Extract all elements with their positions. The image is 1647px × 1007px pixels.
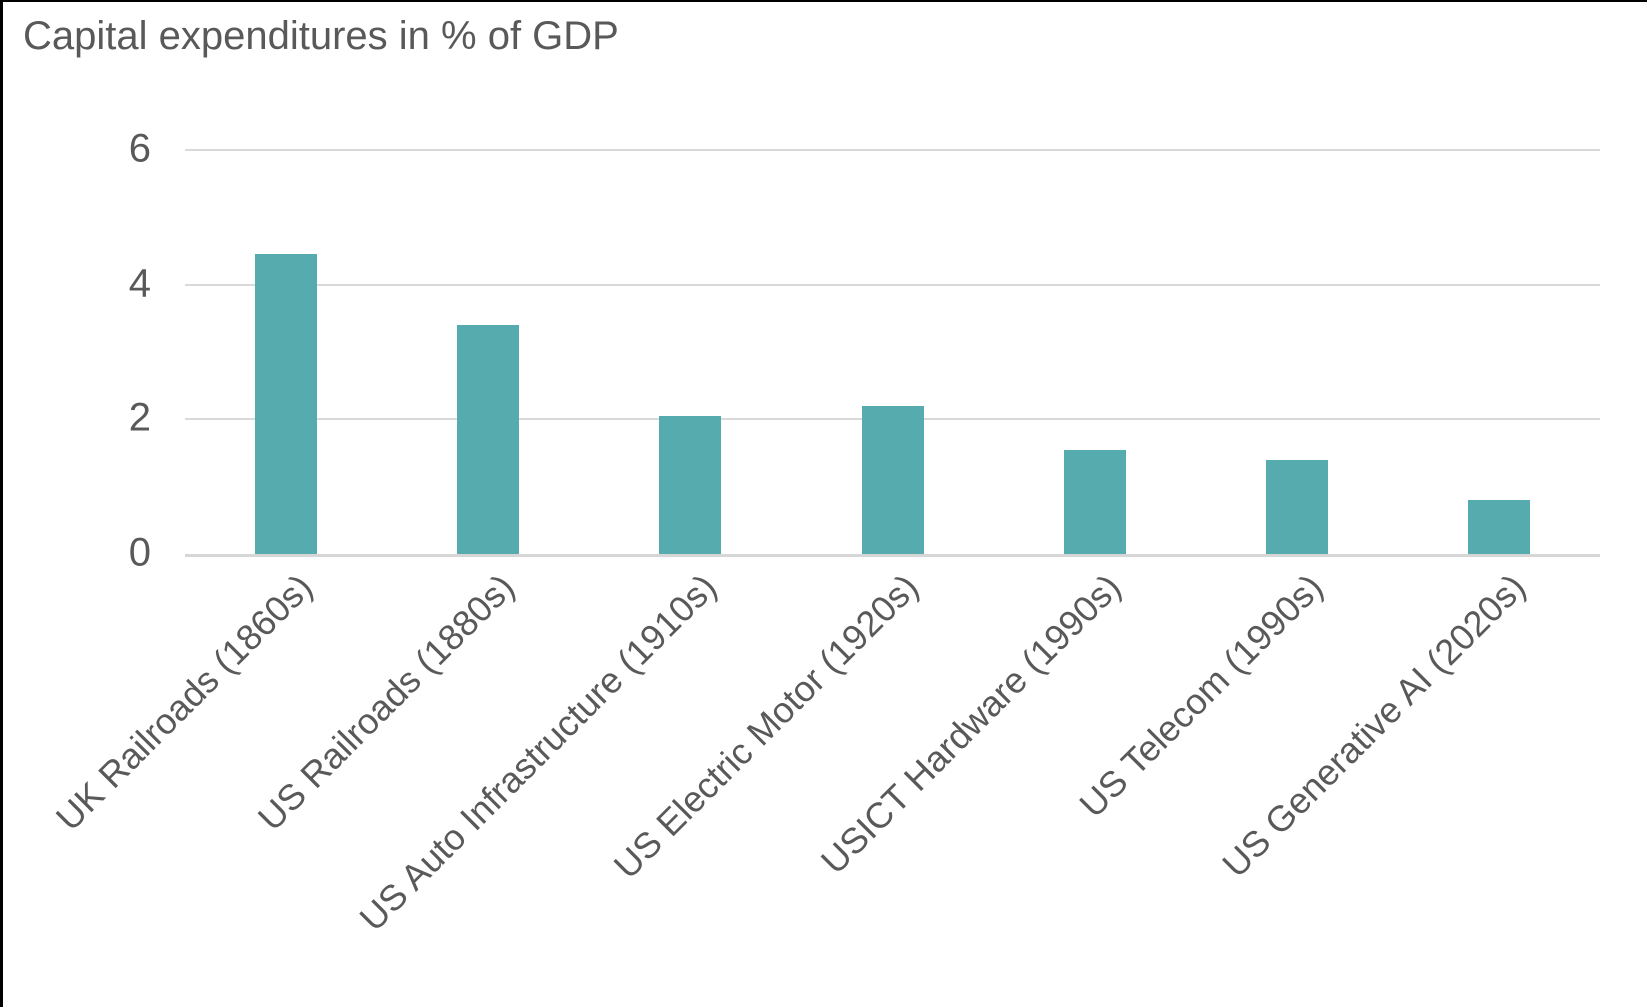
bar-us-generative-ai-2020s — [1467, 500, 1530, 554]
bar-us-telecom-1990s — [1265, 459, 1328, 554]
x-label-us-auto-infrastructure-1910s: US Auto Infrastructure (1910s) — [351, 566, 725, 939]
bar-usict-hardware-1990s — [1063, 449, 1126, 554]
x-axis-baseline — [185, 554, 1600, 557]
chart-title: Capital expenditures in % of GDP — [23, 14, 619, 58]
y-tick-label-4: 4 — [128, 261, 151, 306]
y-tick-label-2: 2 — [128, 395, 151, 440]
x-axis: UK Railroads (1860s) US Railroads (1880s)… — [3, 2, 1647, 1007]
bar-us-railroads-1880s — [457, 325, 520, 554]
bar-us-auto-infrastructure-1910s — [659, 415, 722, 554]
gridline-y-4 — [185, 283, 1600, 286]
bar-us-electric-motor-1920s — [861, 405, 924, 554]
plot-area — [185, 149, 1600, 557]
bar-uk-railroads-1860s — [255, 254, 318, 554]
y-tick-label-0: 0 — [128, 530, 151, 575]
y-tick-label-6: 6 — [128, 126, 151, 171]
y-axis: 0 2 4 6 — [3, 2, 151, 1007]
gridline-y-6 — [185, 149, 1600, 151]
